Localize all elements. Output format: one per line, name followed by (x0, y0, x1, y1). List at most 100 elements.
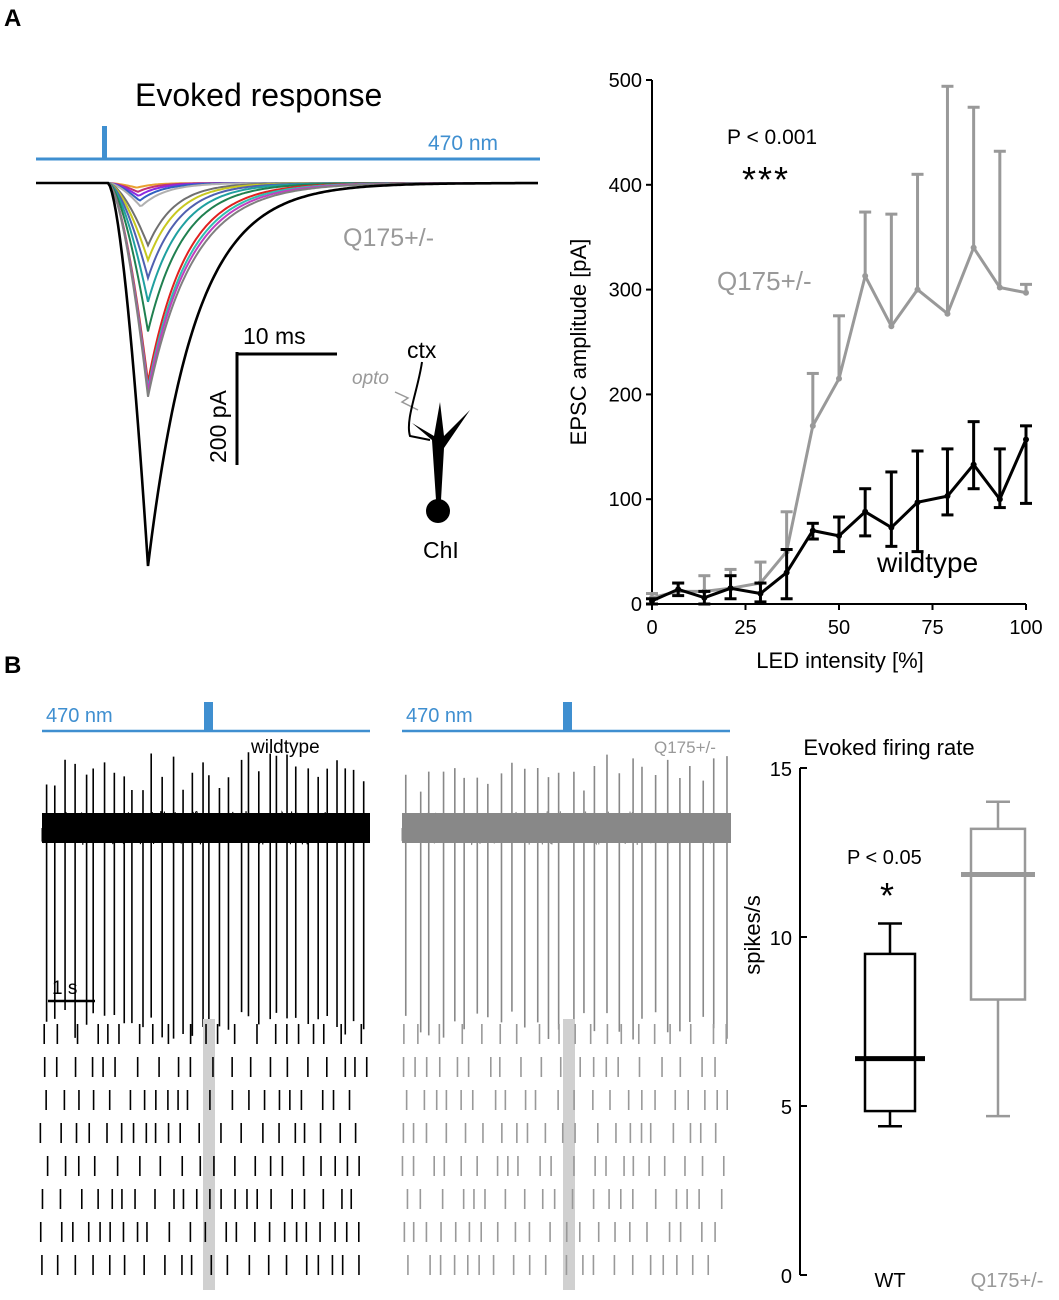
wildtype-point (1023, 436, 1029, 443)
epsc-x-tick-label: 75 (921, 617, 943, 639)
wildtype-point (701, 594, 708, 601)
q175-stimulus-label: 470 nm (406, 705, 473, 727)
epsc-axes: 0 100 200 300 400 500 0 25 50 75 100 (609, 70, 1043, 639)
box-series (855, 800, 1035, 1128)
evoked-traces (36, 181, 538, 567)
q175-stimulus-pulse (563, 702, 572, 731)
epsc-x-tick-label: 0 (646, 617, 657, 639)
wt-raster (39, 1024, 368, 1275)
wildtype-point (888, 524, 895, 531)
wildtype-point (862, 508, 869, 515)
evoked-trace (36, 182, 538, 303)
epsc-y-tick-label: 200 (609, 384, 642, 406)
box-axes: 0 5 10 15 (770, 759, 807, 1288)
q175-point (888, 323, 895, 330)
epsc-y-tick-label: 500 (609, 70, 642, 92)
q175-spike-trace (401, 754, 732, 1040)
evoked-trace (36, 182, 538, 282)
chi-label: ChI (423, 537, 459, 563)
neuron-schematic: ctx opto ChI (352, 337, 470, 563)
box-title: Evoked firing rate (803, 735, 974, 760)
box-ylabel: spikes/s (740, 895, 765, 974)
wt-trace-label: wildtype (250, 737, 320, 758)
wildtype-point (809, 527, 816, 534)
wildtype-point (914, 499, 921, 506)
noise-band-core (42, 813, 370, 843)
panel-label-a: A (4, 5, 21, 32)
wildtype-point (757, 590, 764, 597)
epsc-series (646, 84, 1032, 606)
box-y-tick-label: 5 (781, 1097, 792, 1119)
firing-rate-chart: Evoked firing rate 0 5 10 15 P < 0.05 * spi… (740, 735, 1043, 1292)
q175-point (996, 284, 1003, 291)
q175-point (836, 375, 842, 382)
box-stars: * (880, 875, 894, 916)
ctx-axon (407, 361, 431, 441)
wt-stimulus-pulse (204, 702, 213, 731)
epsc-x-tick-label: 25 (734, 617, 756, 639)
legend-q175: Q175+/- (717, 266, 812, 296)
q175-point (1023, 289, 1029, 296)
light-bolt-icon (394, 391, 419, 411)
evoked-trace (36, 182, 538, 383)
epsc-y-tick-label: 300 (609, 280, 642, 302)
evoked-trace (36, 181, 538, 567)
stimulus-label: 470 nm (428, 132, 498, 155)
box-category-wt: WT (874, 1270, 905, 1292)
epsc-y-tick-label: 100 (609, 489, 642, 511)
wt-spike-trace (41, 752, 371, 1039)
q175-stimulus-window (563, 1019, 575, 1290)
epsc-y-tick-label: 0 (631, 594, 642, 616)
evoked-trace (36, 182, 538, 332)
wildtype-point (783, 569, 790, 576)
evoked-trace (36, 182, 538, 392)
box-category-q175: Q175+/- (971, 1270, 1044, 1292)
time-scale-label: 1 s (52, 978, 77, 999)
q175-point (809, 422, 816, 429)
ctx-label: ctx (407, 337, 437, 363)
epsc-ylabel: EPSC amplitude [pA] (566, 239, 591, 446)
opto-label: opto (352, 368, 389, 389)
evoked-response-panel: Evoked response 470 nm Q175+/- 10 ms 200… (36, 77, 540, 567)
wildtype-point (675, 586, 682, 593)
q175-raster (401, 1024, 729, 1275)
epsc-chart: 0 100 200 300 400 500 0 25 50 75 100 P < 0.001 ***… (566, 70, 1043, 673)
q175-point (862, 272, 869, 279)
box-y-tick-label: 10 (770, 928, 792, 950)
q175-trace-label: Q175+/- (654, 738, 716, 757)
panel-label-b: B (4, 652, 21, 679)
box-y-tick-label: 0 (781, 1266, 792, 1288)
neuron-dendrites (412, 402, 470, 500)
q175-box (969, 827, 1027, 1001)
evoked-trace (36, 182, 538, 389)
epsc-x-tick-label: 50 (828, 617, 850, 639)
evoked-trace (36, 182, 538, 398)
legend-wildtype: wildtype (876, 547, 978, 578)
neuron-soma (426, 499, 450, 523)
epsc-pvalue: P < 0.001 (727, 126, 817, 149)
scale-amp-label: 200 pA (205, 389, 231, 463)
q175-point (970, 244, 977, 251)
epsc-x-tick-label: 100 (1009, 617, 1042, 639)
wildtype-point (836, 532, 842, 539)
wildtype-point (996, 496, 1003, 503)
wildtype-point (970, 461, 977, 468)
wildtype-point (649, 597, 655, 604)
epsc-xlabel: LED intensity [%] (756, 648, 924, 673)
q175-point (944, 310, 951, 317)
genotype-label: Q175+/- (343, 224, 434, 252)
spike-panel: 470 nm wildtype 470 nm Q175+/- 1 s (39, 702, 732, 1290)
q175-point (914, 286, 921, 293)
scale-time-label: 10 ms (243, 323, 306, 349)
wildtype-point (727, 585, 734, 592)
noise-band-core (402, 813, 731, 843)
box-y-tick-label: 15 (770, 759, 792, 781)
wt-stimulus-label: 470 nm (46, 705, 113, 727)
epsc-y-tick-label: 400 (609, 175, 642, 197)
epsc-stars: *** (742, 159, 790, 200)
wildtype-point (944, 493, 951, 500)
wt-box (863, 952, 917, 1113)
stimulus-pulse (102, 126, 107, 159)
box-pvalue: P < 0.05 (847, 847, 922, 869)
